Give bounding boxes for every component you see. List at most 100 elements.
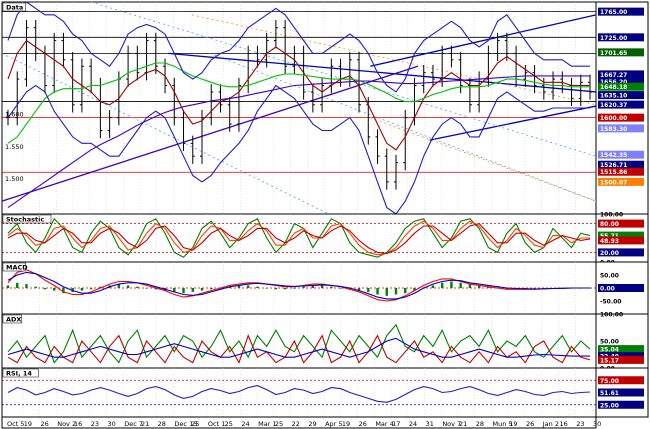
panel-title-box-4 [2,368,39,378]
macd-hist-bar-32 [302,286,305,288]
series-line-0-5 [7,84,590,215]
axis-badge-1-1 [598,219,644,228]
macd-hist-bar-22 [210,288,213,290]
axis-label-4-2: 25.00 [600,402,619,409]
axis-label-2-2: -50.00 [600,299,621,306]
left-tick-label-0-2: 1.500 [5,175,24,183]
x-tick-label-19: Apr 5 [325,420,342,428]
trend-line-0-1 [429,105,597,141]
macd-hist-bar-29 [274,288,278,290]
x-tick-label-3: Nov 2 [57,420,76,428]
axis-label-0-7: 1620.37 [600,102,627,109]
axis-label-0-4: 1656.20 [600,79,627,86]
macd-hist-bar-33 [311,285,315,288]
panel-title-box-0 [2,2,27,12]
axis-badge-1-2 [598,231,644,240]
x-tick-label-34: 23 [576,420,584,428]
macd-hist-bar-5 [52,288,56,291]
series-line-3-0 [7,323,591,364]
panel-title-2: MACD [6,264,28,272]
macd-hist-bar-51 [477,285,481,288]
axis-badge-0-8 [598,113,644,122]
axis-label-0-5: 1648.18 [600,84,627,91]
axis-badge-0-6 [598,91,644,100]
axis-badge-0-0 [598,7,644,16]
axis-label-3-1: 50.00 [600,339,619,346]
macd-hist-bar-42 [394,288,398,295]
axis-badge-0-5 [598,82,644,91]
macd-hist-bar-47 [440,282,444,288]
series-line-0-1 [7,39,590,151]
macd-hist-bar-44 [413,288,416,291]
macd-hist-bar-8 [80,288,84,291]
axis-badge-0-3 [598,70,644,79]
axis-label-1-1: 80.00 [600,221,619,228]
trend-line-0-0 [370,14,597,67]
x-tick-label-9: 28 [158,420,166,428]
series-line-1-1 [7,220,590,256]
axis-label-4-0: 75.00 [600,378,619,385]
series-line-3-2 [7,337,590,358]
series-line-0-4 [7,1,590,93]
macd-hist-bar-39 [367,288,370,292]
macd-hist-bar-14 [136,286,139,288]
x-tick-label-10: Dec 13 [174,420,197,428]
axis-label-0-6: 1635.10 [600,93,627,100]
macd-hist-bar-19 [182,288,185,294]
macd-hist-bar-52 [487,286,490,288]
axis-label-0-0: 1765.00 [600,9,627,16]
series-line-1-2 [7,222,591,254]
x-tick-label-12: Oct 1 [208,420,225,428]
axis-label-0-12: 1515.86 [600,169,627,176]
macd-hist-bar-25 [237,285,241,288]
x-tick-label-7: Dec 7 [124,420,143,428]
macd-hist-bar-27 [256,286,259,288]
series-line-1-0 [7,217,591,258]
axis-badge-0-4 [598,77,644,86]
trend-line-0-2 [168,52,597,93]
panel-title-0: Data [6,4,23,12]
macd-hist-bar-24 [228,286,231,288]
axis-label-0-9: 1583.30 [600,126,627,133]
macd-hist-bar-12 [117,284,121,288]
panel-title-1: Stochastic [6,216,44,224]
x-tick-label-24: 24 [409,420,417,428]
macd-hist-bar-7 [71,288,74,292]
macd-hist-bar-1 [16,282,19,288]
trend-line-0-7 [1,53,329,215]
x-tick-label-13: 25 [225,420,233,428]
x-tick-label-31: 26 [526,420,534,428]
x-tick-label-29: Mun 5 [493,420,513,428]
panel-title-box-1 [2,214,52,224]
panel-title-3: ADX [6,316,21,324]
macd-hist-bar-40 [376,288,379,295]
macd-hist-bar-3 [34,286,37,288]
series-line-2-2 [7,271,590,300]
axis-badge-4-2 [598,400,644,409]
axis-badge-0-2 [598,48,644,57]
x-tick-label-8: 21 [141,420,149,428]
x-tick-label-25: 31 [426,420,434,428]
axis-label-1-4: 20.00 [600,250,619,257]
axis-label-0-10: 1542.35 [600,152,627,159]
panel-title-box-2 [2,262,27,272]
macd-hist-bar-30 [283,288,287,290]
x-tick-label-6: 30 [107,420,115,428]
x-tick-label-27: 21 [459,420,467,428]
axis-badge-0-12 [598,167,644,176]
trend-line-0-4 [191,14,597,106]
macd-hist-bar-38 [357,288,361,291]
x-tick-label-2: 26 [40,420,48,428]
axis-badge-2-1 [598,284,644,292]
macd-hist-bar-2 [25,284,28,288]
macd-hist-bar-26 [246,285,250,288]
left-tick-label-0-0: 1.600 [5,111,24,119]
panel-frame-3 [1,313,597,369]
axis-badge-3-2 [598,345,644,354]
axis-label-3-2: 35.04 [600,347,619,354]
macd-hist-bar-9 [89,288,93,290]
x-tick-label-30: 19 [509,420,517,428]
macd-hist-bar-50 [468,284,472,288]
x-tick-label-1: 19 [24,420,32,428]
